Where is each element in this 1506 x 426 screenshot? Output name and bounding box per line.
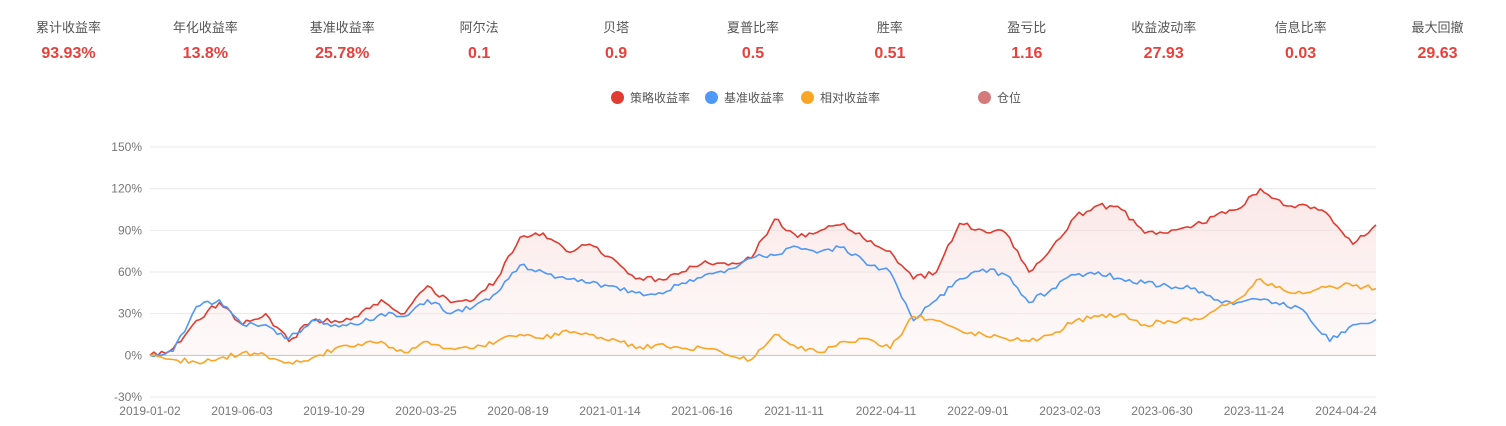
x-tick-label: 2023-02-03: [1039, 404, 1101, 418]
stat-value: 25.78%: [315, 45, 370, 62]
stat-label: 收益波动率: [1131, 21, 1197, 36]
legend-marker-icon: [978, 91, 991, 104]
y-tick-label: 30%: [118, 307, 142, 321]
x-tick-label: 2023-06-30: [1131, 404, 1193, 418]
series-line-0: [149, 187, 1377, 357]
stat-label: 阿尔法: [459, 21, 499, 36]
legend-item[interactable]: 策略收益率: [611, 89, 690, 106]
legend-label: 策略收益率: [630, 91, 691, 105]
stat-6: 胜率 0.51: [821, 18, 958, 63]
legend-marker-icon: [705, 91, 718, 104]
y-tick-label: 90%: [118, 223, 142, 237]
stat-label: 最大回撤: [1411, 21, 1464, 36]
stat-label: 贝塔: [603, 21, 630, 36]
legend-item[interactable]: 相对收益率: [801, 89, 880, 106]
stat-label: 基准收益率: [309, 21, 375, 36]
y-tick-label: 60%: [118, 265, 142, 279]
legend-item[interactable]: 仓位: [978, 89, 1021, 106]
stat-value: 0.1: [468, 45, 491, 62]
stat-value: 27.93: [1143, 45, 1184, 62]
legend-label: 仓位: [997, 91, 1022, 105]
stat-7: 盈亏比 1.16: [958, 18, 1095, 63]
stat-label: 盈亏比: [1007, 21, 1047, 36]
x-tick-label: 2019-06-03: [211, 404, 273, 418]
stat-value: 0.03: [1285, 45, 1317, 62]
series-line-1: [149, 245, 1377, 358]
x-tick-label: 2020-03-25: [395, 404, 457, 418]
x-tick-label: 2024-04-24: [1315, 404, 1377, 418]
stat-value: 93.93%: [41, 45, 96, 62]
x-tick-label: 2021-06-16: [671, 404, 733, 418]
x-tick-label: 2020-08-19: [487, 404, 549, 418]
x-tick-label: 2021-01-14: [579, 404, 641, 418]
stat-2: 基准收益率 25.78%: [274, 18, 411, 63]
stat-1: 年化收益率 13.8%: [137, 18, 274, 63]
stat-9: 信息比率 0.03: [1232, 18, 1369, 63]
stat-value: 1.16: [1011, 45, 1043, 62]
y-tick-label: -30%: [114, 390, 142, 404]
stats-bar: 累计收益率 93.93% 年化收益率 13.8% 基准收益率 25.78% 阿尔法 0.1 贝塔…: [0, 18, 1506, 63]
x-tick-label: 2021-11-11: [764, 404, 824, 418]
legend-item[interactable]: 基准收益率: [705, 89, 784, 106]
stat-value: 13.8%: [182, 45, 229, 62]
x-tick-label: 2023-11-24: [1224, 404, 1285, 418]
legend-label: 相对收益率: [820, 91, 881, 105]
stat-value: 0.5: [741, 45, 765, 62]
stat-0: 累计收益率 93.93%: [0, 18, 137, 63]
stat-label: 信息比率: [1274, 21, 1327, 36]
x-tick-label: 2022-09-01: [947, 404, 1009, 418]
stat-value: 0.51: [874, 45, 906, 62]
y-tick-label: 120%: [111, 182, 142, 196]
x-tick-label: 2022-04-11: [856, 404, 917, 418]
legend-marker-icon: [801, 91, 814, 104]
stat-label: 年化收益率: [172, 21, 238, 36]
stat-10: 最大回撤 29.63: [1369, 18, 1506, 63]
x-tick-label: 2019-01-02: [119, 404, 181, 418]
stat-4: 贝塔 0.9: [548, 18, 685, 63]
stat-5: 夏普比率 0.5: [685, 18, 822, 63]
x-tick-label: 2019-10-29: [303, 404, 365, 418]
stat-8: 收益波动率 27.93: [1095, 18, 1232, 63]
legend-label: 基准收益率: [724, 91, 785, 105]
series-line-2: [149, 278, 1377, 365]
stat-value: 0.9: [604, 45, 628, 62]
y-tick-label: 0%: [125, 348, 143, 362]
stat-label: 夏普比率: [726, 21, 779, 36]
stat-label: 胜率: [876, 21, 903, 36]
stat-value: 29.63: [1417, 45, 1458, 62]
stat-3: 阿尔法 0.1: [411, 18, 548, 63]
y-tick-label: 150%: [111, 140, 142, 154]
strategy-area: [150, 188, 1376, 356]
legend-marker-icon: [611, 91, 624, 104]
stat-label: 累计收益率: [35, 21, 101, 36]
